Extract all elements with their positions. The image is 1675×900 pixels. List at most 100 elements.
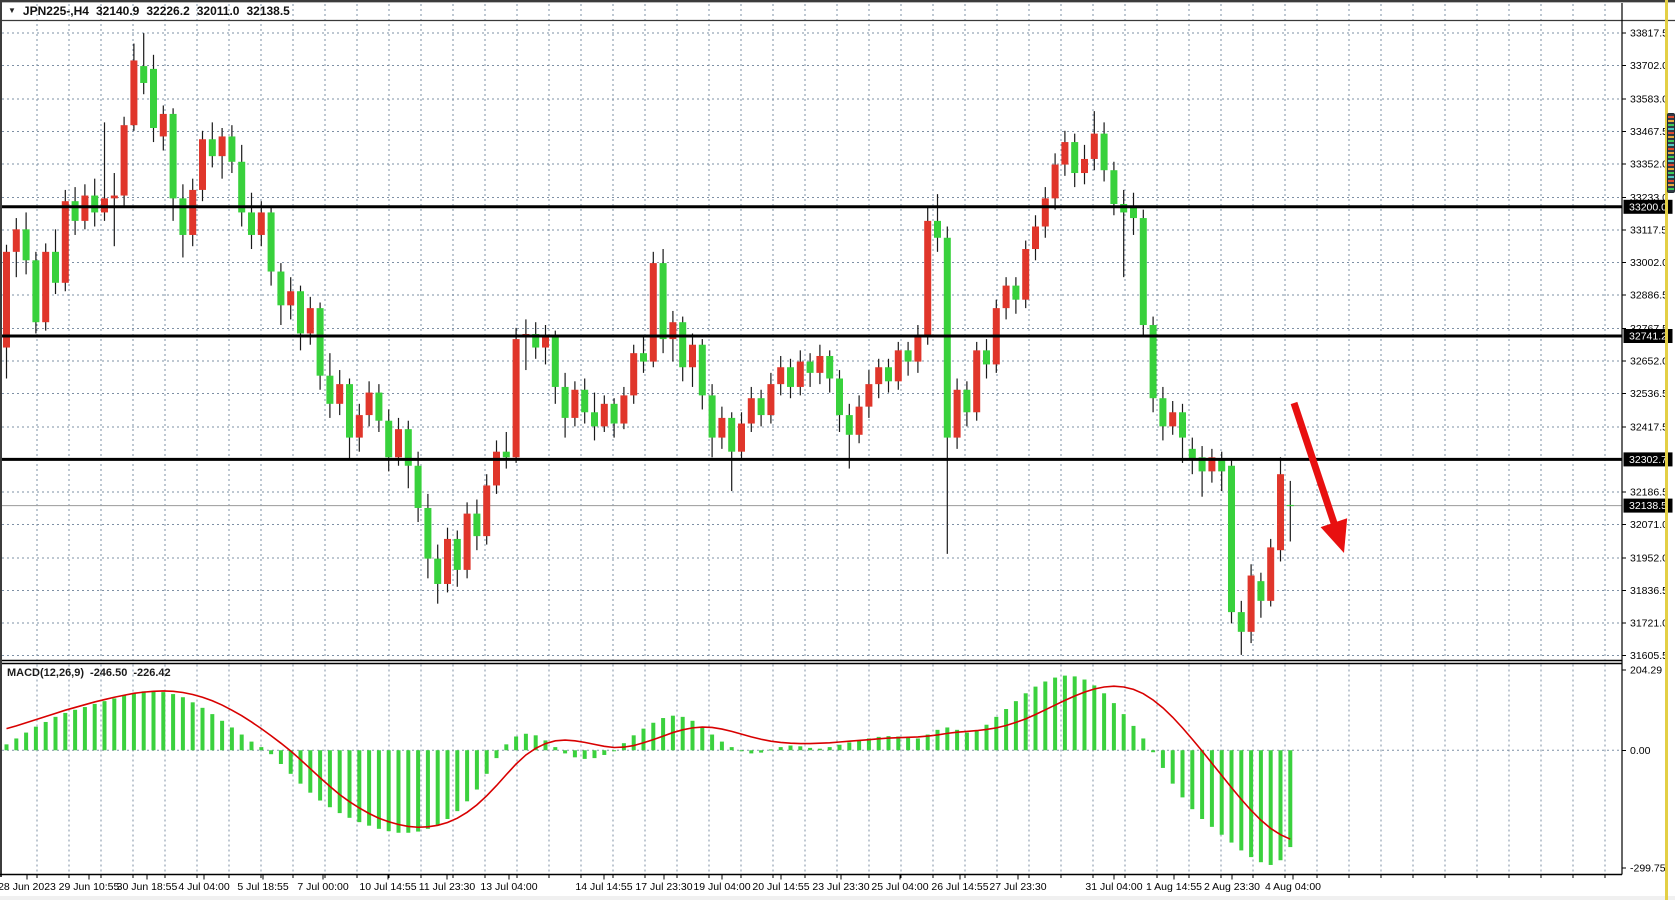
candle-bearish [140,66,148,83]
time-axis-label: 2 Aug 23:30 [1204,881,1260,893]
macd-histogram-bar [33,726,38,751]
candle-bullish [620,395,628,424]
quote-close: 32138.5 [246,4,290,18]
candle-bullish [1002,285,1010,309]
candle-bearish [659,263,667,340]
price-badge [1623,498,1673,513]
candle-bearish [532,334,540,348]
macd-histogram-bar [857,740,862,751]
time-axis-label: 29 Jun 10:55 [59,881,120,893]
candle-bearish [1198,457,1206,472]
macd-histogram-bar [190,702,195,751]
candle-bullish [463,513,471,570]
macd-histogram-bar [768,749,773,751]
price-badge-label: 33200.0 [1629,201,1667,213]
candle-bearish [22,229,30,261]
macd-histogram-bar [1141,738,1146,751]
macd-histogram-bar [337,750,342,814]
candle-bearish [248,212,255,235]
macd-histogram-bar [1170,750,1175,784]
price-badge [1623,452,1673,467]
candle-bearish [414,465,422,508]
macd-histogram-bar [386,750,391,832]
macd-histogram-bar [553,747,558,751]
macd-histogram-bar [759,750,764,753]
macd-histogram-bar [602,750,607,755]
quote-high: 32226.2 [146,4,190,18]
candle-bullish [1277,474,1284,551]
macd-histogram-bar [249,741,254,751]
candle-bullish [865,384,873,407]
candle-bullish [336,384,344,404]
candle-bullish [571,389,579,418]
candle-bullish [973,350,981,413]
candle-bullish [159,113,167,137]
candle-bullish [287,291,295,306]
macd-indicator-label: MACD(12,26,9) -246.50 -226.42 [7,667,171,679]
candle-bearish [297,291,304,334]
candle-bearish [346,384,353,438]
macd-histogram-bar [367,750,372,826]
macd-histogram-bar [465,750,470,802]
scrollbar-thumb[interactable] [1667,113,1675,193]
candle-bullish [1247,575,1255,632]
candle-bearish [404,429,412,466]
candle-bullish [42,251,50,323]
candle-bullish [120,125,128,196]
macd-histogram-bar [592,750,597,759]
macd-histogram-bar [269,750,274,755]
time-axis-label: 14 Jul 14:55 [575,881,632,893]
time-axis-label: 17 Jul 23:30 [635,881,692,893]
candle-bearish [1159,398,1167,427]
candle-bearish [1139,218,1147,326]
quote-open: 32140.9 [95,4,140,18]
candle-bearish [581,389,589,413]
price-axis-label: 31836.5 [1630,585,1668,597]
candle-bearish [904,350,912,362]
arrow-head[interactable] [1320,518,1348,553]
candle-bearish [1012,285,1020,300]
price-axis-label: 33117.5 [1630,225,1667,237]
macd-histogram-bar [298,750,303,784]
candle-bullish [257,212,265,235]
candle-bullish [875,367,883,385]
macd-histogram-bar [925,734,930,751]
time-axis-label: 30 Jun 18:55 [117,881,178,893]
window-top-frame [0,0,1675,2]
candle-bearish [52,251,59,283]
macd-histogram-bar [1288,750,1293,848]
candle-bullish [649,263,657,362]
candle-bullish [924,220,932,337]
macd-histogram-bar [43,721,48,751]
macd-histogram-bar [288,750,293,774]
price-axis-label: 33702.0 [1630,60,1668,72]
candle-bearish [640,353,647,362]
arrow-shaft[interactable] [1290,401,1339,528]
macd-histogram-bar [1268,750,1273,865]
price-axis-label: 33467.5 [1630,126,1668,138]
price-badge [1623,329,1673,343]
symbol-dropdown-icon[interactable]: ▼ [8,6,16,15]
candle-bearish [934,220,941,238]
candle-bearish [1237,612,1245,632]
macd-histogram-bar [82,707,87,751]
candle-bullish [542,336,549,348]
price-axis-label: 32071.0 [1630,519,1668,531]
candle-bullish [669,322,677,340]
macd-histogram-bar [582,750,587,759]
macd-histogram-bar [1033,686,1038,751]
macd-histogram-bar [543,740,548,751]
candle-bearish [561,386,569,418]
macd-signal-value: -226.42 [133,667,171,679]
macd-histogram-bar [827,747,832,751]
candle-bearish [71,201,79,221]
candle-bearish [179,198,187,235]
window-left-frame [0,0,2,877]
macd-histogram-bar [964,732,969,751]
candle-bullish [894,350,902,382]
candle-bullish [306,308,314,334]
macd-histogram-bar [210,714,215,751]
price-axis-label: 33817.5 [1630,28,1668,40]
price-axis-label: 33583.0 [1630,94,1668,106]
